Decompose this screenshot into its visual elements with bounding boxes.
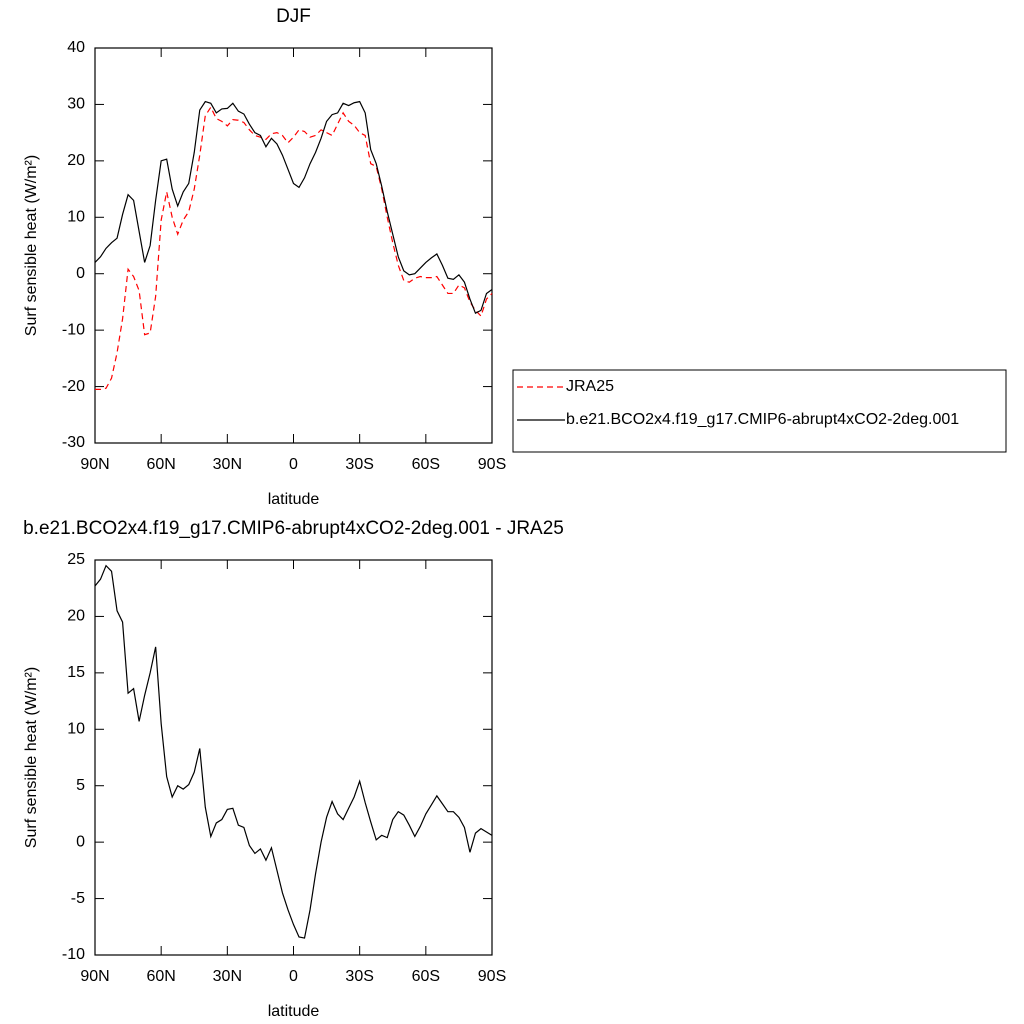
x-tick-label: 60N: [146, 456, 175, 473]
y-tick-label: 30: [67, 96, 85, 113]
x-tick-label: 60N: [146, 968, 175, 985]
y-tick-label: 5: [76, 777, 85, 794]
y-tick-label: -5: [71, 890, 85, 907]
x-tick-label: 30S: [345, 456, 373, 473]
y-tick-label: -20: [62, 378, 85, 395]
y-tick-label: 10: [67, 721, 85, 738]
x-tick-label: 30S: [345, 968, 373, 985]
x-tick-label: 0: [289, 968, 298, 985]
data-line: [94, 564, 493, 939]
chart-title: DJF: [276, 6, 311, 27]
y-tick-label: 15: [67, 664, 85, 681]
chart-title: b.e21.BCO2x4.f19_g17.CMIP6-abrupt4xCO2-2…: [23, 518, 564, 539]
x-axis-label: latitude: [268, 1003, 320, 1020]
y-tick-label: -10: [62, 946, 85, 963]
y-tick-label: 40: [67, 39, 85, 56]
x-tick-label: 90S: [478, 456, 506, 473]
legend-box: [512, 369, 1007, 453]
legend-label: b.e21.BCO2x4.f19_g17.CMIP6-abrupt4xCO2-2…: [566, 411, 959, 428]
y-tick-label: 25: [67, 551, 85, 568]
y-axis-label: Surf sensible heat (W/m²): [23, 155, 40, 336]
x-tick-label: 90N: [80, 456, 109, 473]
y-tick-label: 20: [67, 608, 85, 625]
legend-label: JRA25: [566, 378, 614, 395]
y-tick-label: 0: [76, 265, 85, 282]
y-tick-label: 0: [76, 833, 85, 850]
x-tick-label: 90S: [478, 968, 506, 985]
y-tick-label: -10: [62, 321, 85, 338]
y-tick-label: 10: [67, 209, 85, 226]
y-tick-label: 20: [67, 152, 85, 169]
y-tick-label: -30: [62, 434, 85, 451]
x-tick-label: 90N: [80, 968, 109, 985]
x-tick-label: 30N: [213, 968, 242, 985]
x-tick-label: 60S: [412, 968, 440, 985]
x-tick-label: 60S: [412, 456, 440, 473]
x-tick-label: 0: [289, 456, 298, 473]
plot-frame: [94, 559, 493, 956]
data-line: [94, 100, 493, 315]
plot-frame: [94, 47, 493, 444]
data-line: [95, 106, 493, 390]
x-tick-label: 30N: [213, 456, 242, 473]
x-axis-label: latitude: [268, 491, 320, 508]
y-axis-label: Surf sensible heat (W/m²): [23, 667, 40, 848]
